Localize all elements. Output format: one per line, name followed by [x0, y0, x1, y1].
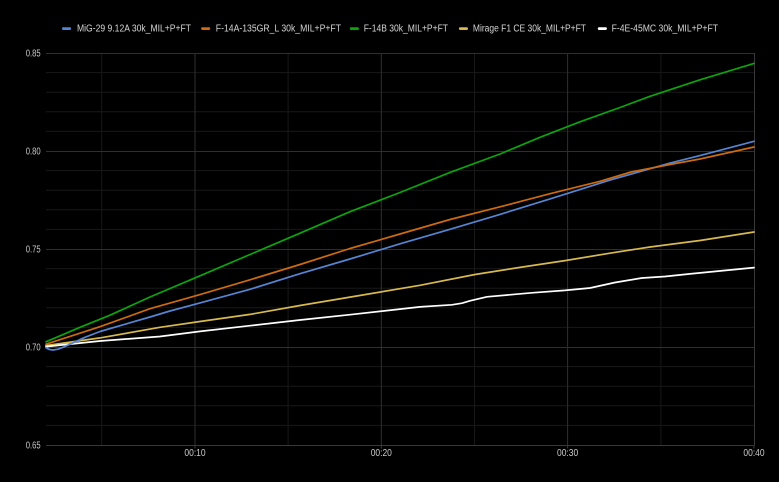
- svg-text:00:20: 00:20: [371, 448, 393, 459]
- svg-text:0.65: 0.65: [26, 441, 41, 452]
- svg-text:00:30: 00:30: [557, 448, 579, 459]
- svg-text:0.70: 0.70: [26, 343, 41, 354]
- svg-text:00:10: 00:10: [184, 448, 206, 459]
- svg-text:0.85: 0.85: [26, 49, 41, 60]
- svg-text:Mirage F1 CE 30k_MIL+P+FT: Mirage F1 CE 30k_MIL+P+FT: [473, 23, 586, 34]
- svg-text:F-14A-135GR_L 30k_MIL+P+FT: F-14A-135GR_L 30k_MIL+P+FT: [216, 23, 341, 34]
- svg-text:F-14B 30k_MIL+P+FT: F-14B 30k_MIL+P+FT: [364, 23, 448, 34]
- svg-text:0.75: 0.75: [26, 245, 41, 256]
- svg-text:MiG-29 9.12A 30k_MIL+P+FT: MiG-29 9.12A 30k_MIL+P+FT: [77, 23, 191, 34]
- svg-text:00:40: 00:40: [743, 448, 765, 459]
- svg-text:0.80: 0.80: [26, 147, 41, 158]
- svg-text:F-4E-45MC 30k_MIL+P+FT: F-4E-45MC 30k_MIL+P+FT: [612, 23, 718, 34]
